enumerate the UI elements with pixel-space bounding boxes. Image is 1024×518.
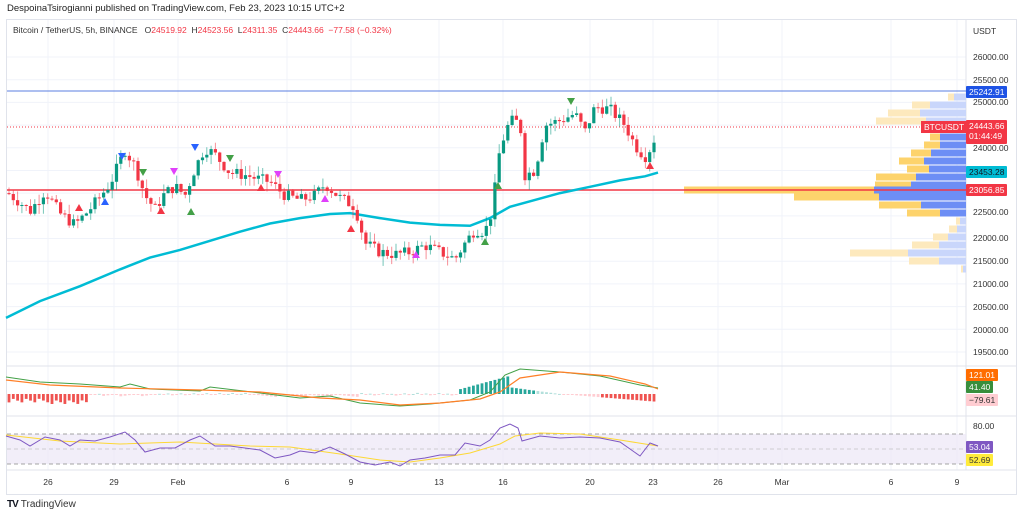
signal-markers	[75, 98, 654, 258]
support-price-tag: 23056.85	[966, 184, 1008, 196]
close-value: 24443.66	[288, 25, 324, 35]
price-tick: 22000.00	[973, 233, 1009, 243]
price-tick: 22500.00	[973, 207, 1009, 217]
time-tick: 16	[498, 477, 508, 487]
macd-signal-tag: 41.40	[966, 381, 994, 393]
bar-countdown: 01:44:49	[969, 131, 1003, 141]
change-value: −77.58 (−0.32%)	[328, 25, 392, 35]
high-value: 24523.56	[197, 25, 234, 35]
moving-average-line[interactable]	[5, 171, 659, 320]
price-tick: 25000.00	[973, 97, 1009, 107]
time-tick: 9	[954, 477, 960, 487]
time-tick: 13	[434, 477, 444, 487]
ma-price-tag: 23453.28	[966, 166, 1008, 178]
last-price-tag: 24443.66 01:44:49	[966, 120, 1008, 144]
price-tick: 21000.00	[973, 279, 1009, 289]
price-tick: 21500.00	[973, 256, 1009, 266]
currency-label: USDT	[973, 26, 997, 36]
time-tick: Feb	[170, 477, 186, 487]
rsi-tick: 80.00	[973, 421, 995, 431]
macd-pane[interactable]	[5, 368, 659, 407]
time-tick: 6	[888, 477, 894, 487]
brand-name: TradingView	[20, 499, 76, 510]
macd-value-tag: 121.01	[966, 369, 998, 381]
time-tick: Mar	[774, 477, 790, 487]
tradingview-brand[interactable]: TV TradingView	[7, 499, 76, 510]
publisher-line: DespoinaTsirogianni published on Trading…	[7, 3, 345, 14]
time-tick: 26	[43, 477, 53, 487]
resistance-price-tag: 25242.91	[966, 86, 1008, 98]
chart-frame	[6, 19, 1017, 495]
time-tick: 9	[348, 477, 354, 487]
price-tick: 19500.00	[973, 347, 1009, 357]
price-tick: 20000.00	[973, 325, 1009, 335]
price-tick: 24000.00	[973, 143, 1009, 153]
rsi-ma-tag: 52.69	[966, 454, 994, 466]
rsi-pane[interactable]	[5, 423, 966, 467]
time-tick: 6	[284, 477, 290, 487]
price-tick: 20500.00	[973, 302, 1009, 312]
rsi-value-tag: 53.04	[966, 441, 994, 453]
time-tick: 23	[648, 477, 658, 487]
tradingview-logo-icon: TV	[7, 499, 19, 510]
time-tick: 29	[109, 477, 119, 487]
candlesticks[interactable]	[7, 96, 656, 266]
symbol-legend[interactable]: Bitcoin / TetherUS, 5h, BINANCE O24519.9…	[13, 25, 392, 35]
price-tick: 26000.00	[973, 52, 1009, 62]
low-value: 24311.35	[242, 25, 278, 35]
time-tick: 20	[585, 477, 595, 487]
open-value: 24519.92	[151, 25, 187, 35]
macd-histogram-tag: −79.61	[966, 394, 999, 406]
symbol-price-tag: BTCUSDT	[921, 121, 968, 133]
price-tick: 25500.00	[973, 75, 1009, 85]
time-tick: 26	[713, 477, 723, 487]
symbol-name: Bitcoin / TetherUS, 5h, BINANCE	[13, 25, 138, 35]
